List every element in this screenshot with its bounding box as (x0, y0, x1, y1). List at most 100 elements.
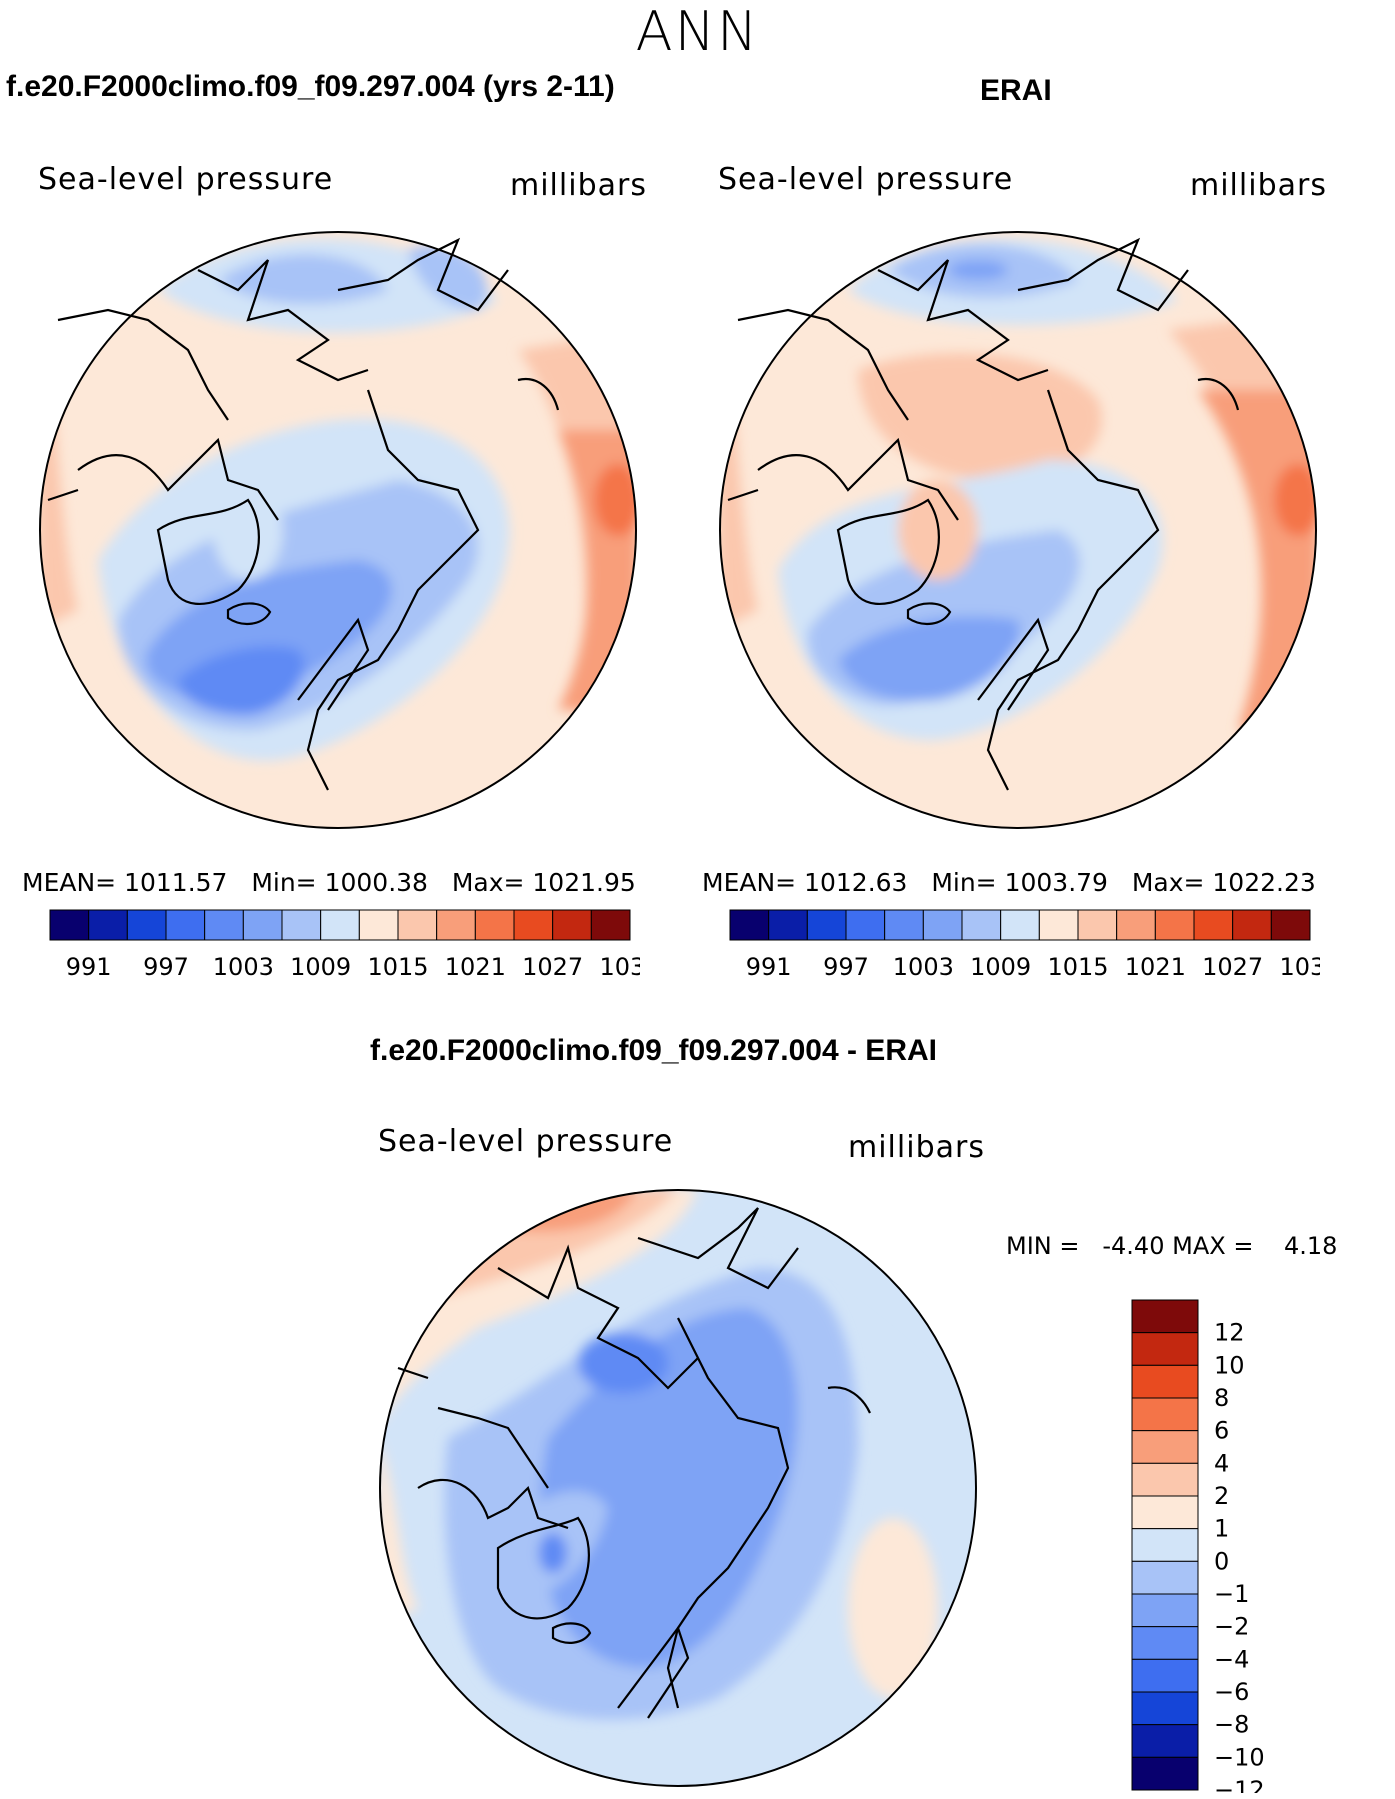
colorbar-swatch (1270, 909, 1311, 941)
panel1-colorbar: 991 997 1003 1009 1015 1021 1027 1033 (49, 909, 640, 981)
colorbar-tick-label: 1003 (213, 953, 274, 981)
diff-max-value: 4.18 (1283, 1232, 1338, 1260)
panel2-colorbar: 991 997 1003 1009 1015 1021 1027 1033 (729, 909, 1320, 981)
diff-case-title: f.e20.F2000climo.f09_f09.297.004 - ERAI (370, 1034, 937, 1067)
colorbar-tick-label: −2 (1214, 1613, 1249, 1641)
colorbar-swatch (1131, 1756, 1199, 1791)
colorbar-swatch (1131, 1626, 1199, 1660)
colorbar-tick-label: 1021 (445, 953, 506, 981)
panel1-map-border (39, 231, 637, 829)
colorbar-swatch (1131, 1462, 1199, 1497)
panel1-coastlines (47, 237, 560, 791)
colorbar-tick-label: 1021 (1125, 953, 1186, 981)
panel2-coastlines (727, 237, 1240, 791)
colorbar-swatch (1131, 1364, 1199, 1399)
colorbar-swatch (320, 909, 360, 941)
colorbar-swatch (1232, 909, 1272, 941)
colorbar-swatch (397, 909, 438, 941)
colorbar-swatch (845, 909, 886, 941)
panel2-units-label: millibars (1190, 168, 1327, 203)
panel1-variable-label: Sea-level pressure (38, 162, 334, 197)
colorbar-swatch (961, 909, 1002, 941)
colorbar-tick-label: 997 (823, 953, 869, 981)
colorbar-swatch (1154, 909, 1195, 941)
panel2-map-border (719, 231, 1317, 829)
panel2-min-value: 1003.79 (1004, 868, 1108, 897)
colorbar-tick-label: −1 (1214, 1580, 1249, 1608)
panel2-mean-value: 1012.63 (804, 868, 908, 897)
colorbar-swatch (126, 909, 167, 941)
colorbar-swatch (204, 909, 244, 941)
panel1-min-value: 1000.38 (324, 868, 428, 897)
colorbar-swatch (729, 909, 770, 941)
colorbar-tick-label: 10 (1214, 1351, 1245, 1379)
colorbar-tick-label: 1027 (1202, 953, 1263, 981)
colorbar-swatch (436, 909, 476, 941)
colorbar-swatch (1131, 1528, 1199, 1562)
colorbar-swatch (281, 909, 322, 941)
diff-map (379, 1189, 977, 1787)
diff-stats: MIN = -4.40 MAX = 4.18 (1006, 1232, 1337, 1260)
colorbar-swatch (1131, 1593, 1199, 1628)
colorbar-tick-label: 8 (1214, 1384, 1229, 1412)
panel1-map (39, 231, 637, 829)
colorbar-swatch (590, 909, 631, 941)
panel1-stats: MEAN= 1011.57 Min= 1000.38 Max= 1021.95 (22, 868, 636, 897)
panel1-min-label: Min= (251, 868, 317, 897)
colorbar-tick-label: 6 (1214, 1417, 1229, 1445)
colorbar-swatch (358, 909, 399, 941)
panel2-map (719, 231, 1317, 829)
colorbar-tick-label: 1003 (893, 953, 954, 981)
colorbar-swatch (1193, 909, 1234, 941)
colorbar-swatch (1038, 909, 1079, 941)
colorbar-swatch (1131, 1397, 1199, 1432)
colorbar-swatch (1131, 1332, 1199, 1366)
panel2-variable-label: Sea-level pressure (718, 162, 1014, 197)
colorbar-tick-label: 1 (1214, 1515, 1229, 1543)
colorbar-swatch (806, 909, 847, 941)
colorbar-tick-label: −4 (1214, 1645, 1249, 1673)
colorbar-swatch (1131, 1430, 1199, 1464)
diff-min-label: MIN = (1006, 1232, 1080, 1260)
colorbar-swatch (1131, 1495, 1199, 1530)
colorbar-swatch (552, 909, 592, 941)
panel1-max-label: Max= (451, 868, 525, 897)
colorbar-swatch (1077, 909, 1118, 941)
diff-coastlines (397, 1207, 871, 1719)
colorbar-swatch (242, 909, 283, 941)
colorbar-swatch (1131, 1560, 1199, 1595)
panel2-stats: MEAN= 1012.63 Min= 1003.79 Max= 1022.23 (702, 868, 1316, 897)
panel2-max-value: 1022.23 (1212, 868, 1316, 897)
panel1-mean-value: 1011.57 (124, 868, 228, 897)
panel2-case-title: ERAI (980, 74, 1052, 107)
colorbar-swatch (1131, 1658, 1199, 1693)
colorbar-swatch (1116, 909, 1156, 941)
colorbar-tick-label: −10 (1214, 1743, 1265, 1771)
colorbar-tick-label: 4 (1214, 1449, 1229, 1477)
diff-max-label: MAX = (1172, 1232, 1254, 1260)
diff-map-border (379, 1189, 977, 1787)
panel1-case-title: f.e20.F2000climo.f09_f09.297.004 (yrs 2-… (6, 70, 615, 103)
panel2-mean-label: MEAN= (702, 868, 797, 897)
plot-title: ANN (635, 0, 760, 63)
panel1-slp-field (40, 232, 636, 828)
colorbar-tick-label: 991 (746, 953, 792, 981)
colorbar-tick-label: −6 (1214, 1678, 1249, 1706)
colorbar-swatch (922, 909, 963, 941)
panel1-max-value: 1021.95 (532, 868, 636, 897)
colorbar-swatch (513, 909, 554, 941)
colorbar-swatch (49, 909, 90, 941)
colorbar-tick-label: 1009 (970, 953, 1031, 981)
colorbar-tick-label: 1015 (1047, 953, 1108, 981)
colorbar-swatch (165, 909, 206, 941)
colorbar-tick-label: 1015 (367, 953, 428, 981)
colorbar-tick-label: 1033 (599, 953, 640, 981)
diff-variable-label: Sea-level pressure (378, 1124, 674, 1159)
colorbar-swatch (1131, 1724, 1199, 1758)
panel1-units-label: millibars (510, 168, 647, 203)
colorbar-swatch (1131, 1691, 1199, 1726)
panel1-mean-label: MEAN= (22, 868, 117, 897)
colorbar-swatch (474, 909, 515, 941)
colorbar-swatch (1131, 1299, 1199, 1334)
